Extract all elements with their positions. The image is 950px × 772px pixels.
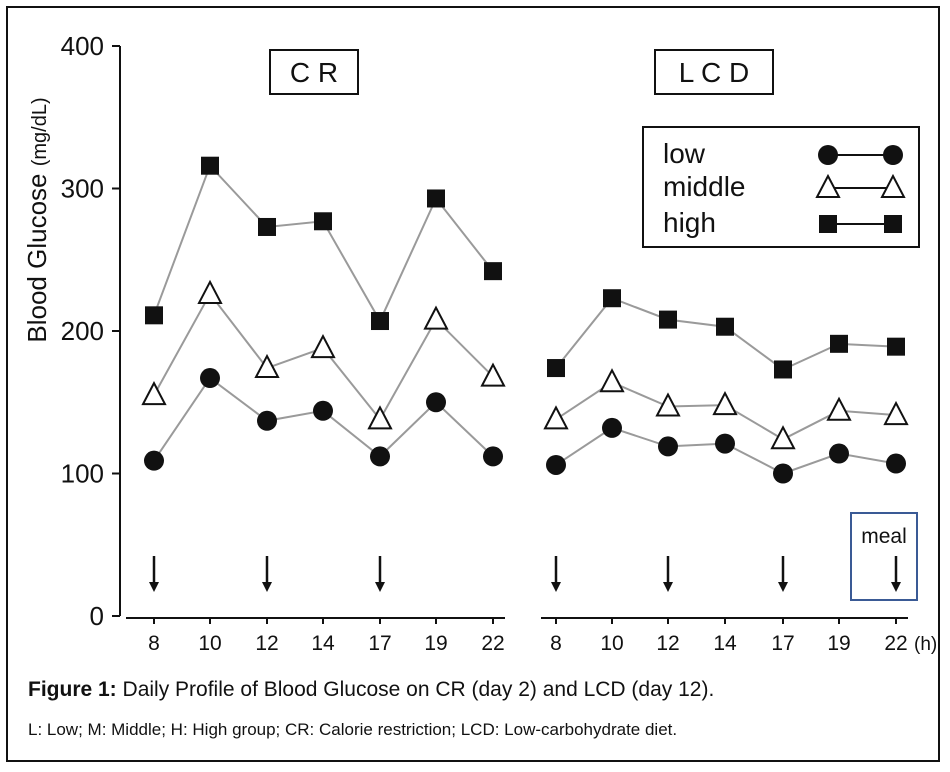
data-point-low (773, 463, 793, 484)
meal-arrow-head (375, 582, 385, 592)
legend-marker (818, 145, 838, 165)
meal-arrow-head (663, 582, 673, 592)
data-point-high (371, 312, 389, 331)
data-point-middle (599, 368, 625, 393)
data-point-middle (480, 362, 506, 387)
data-point-high (145, 306, 163, 325)
y-tick-label: 200 (61, 316, 104, 346)
data-point-middle (883, 400, 909, 426)
legend-marker (819, 215, 837, 233)
caption-title-text: Daily Profile of Blood Glucose on CR (da… (116, 678, 715, 701)
data-point-low (602, 417, 622, 438)
data-point-low (313, 400, 333, 421)
data-point-high (547, 359, 565, 378)
data-point-middle (310, 333, 336, 359)
x-tick-label: 14 (311, 632, 335, 655)
y-tick-label: 100 (61, 459, 104, 489)
data-point-low (715, 433, 735, 454)
legend-marker (883, 145, 903, 165)
x-tick-label: 19 (827, 632, 850, 655)
y-axis-label-text: Blood Glucose (22, 166, 52, 342)
data-point-middle (770, 425, 796, 450)
x-tick-label: 17 (771, 632, 794, 655)
panel-title-box (269, 49, 359, 95)
y-tick-label: 400 (61, 31, 104, 61)
figure-caption-note: L: Low; M: Middle; H: High group; CR: Ca… (28, 720, 678, 739)
data-point-low (200, 368, 220, 389)
data-point-high (603, 289, 621, 308)
meal-label: meal (861, 525, 907, 548)
panel-title-box (654, 49, 774, 95)
data-point-high (201, 156, 219, 175)
legend-marker (815, 173, 841, 198)
x-tick-label: 12 (656, 632, 679, 655)
caption-label: Figure 1: (28, 678, 117, 701)
y-tick-label: 300 (61, 174, 104, 204)
y-axis-label: Blood Glucose (mg/dL) (22, 97, 52, 342)
x-tick-label: 8 (148, 632, 160, 655)
meal-arrow-head (149, 582, 159, 592)
data-point-middle (254, 353, 280, 379)
x-tick-label: 19 (424, 632, 447, 655)
x-tick-label: 8 (550, 632, 562, 655)
meal-arrow-head (891, 582, 901, 592)
x-tick-label: 10 (198, 632, 221, 655)
y-tick-label: 0 (90, 601, 104, 631)
x-tick-label: 14 (713, 632, 737, 655)
data-point-low (483, 446, 503, 467)
data-point-high (427, 189, 445, 208)
data-point-high (314, 212, 332, 231)
data-point-low (546, 454, 566, 475)
data-point-middle (712, 390, 738, 416)
data-point-low (426, 392, 446, 413)
data-point-low (144, 450, 164, 471)
data-point-high (716, 317, 734, 336)
data-point-middle (423, 305, 449, 330)
data-point-high (258, 217, 276, 236)
legend-marker (884, 215, 902, 233)
data-point-middle (826, 396, 852, 421)
figure-caption-title: Figure 1: Daily Profile of Blood Glucose… (28, 678, 714, 702)
x-tick-label: 12 (255, 632, 278, 655)
meal-arrow-head (262, 582, 272, 592)
data-point-high (484, 262, 502, 281)
data-point-middle (655, 392, 681, 417)
legend-label: middle (663, 171, 745, 202)
data-point-high (774, 360, 792, 379)
meal-label-box (850, 512, 918, 601)
x-tick-label: 10 (600, 632, 623, 655)
figure-frame (6, 6, 940, 762)
data-point-middle (141, 380, 167, 406)
data-point-low (658, 436, 678, 457)
legend-label: high (663, 207, 716, 238)
meal-arrow-head (551, 582, 561, 592)
data-point-low (370, 446, 390, 467)
legend-marker (880, 173, 906, 198)
data-point-low (257, 410, 277, 431)
meal-arrow-head (778, 582, 788, 592)
data-point-middle (367, 405, 393, 430)
panel-title: C R (290, 57, 338, 88)
data-point-low (886, 453, 906, 474)
data-point-high (659, 310, 677, 329)
data-point-middle (197, 279, 223, 304)
data-point-low (829, 443, 849, 464)
panel-title: L C D (679, 57, 750, 88)
x-axis-unit: (h) (914, 634, 937, 655)
x-tick-label: 22 (884, 632, 907, 655)
legend-label: low (663, 138, 706, 169)
data-point-high (887, 337, 905, 356)
x-tick-label: 17 (368, 632, 391, 655)
y-axis-unit: (mg/dL) (29, 97, 51, 166)
x-tick-label: 22 (481, 632, 504, 655)
data-point-high (830, 334, 848, 353)
data-point-middle (543, 405, 569, 430)
